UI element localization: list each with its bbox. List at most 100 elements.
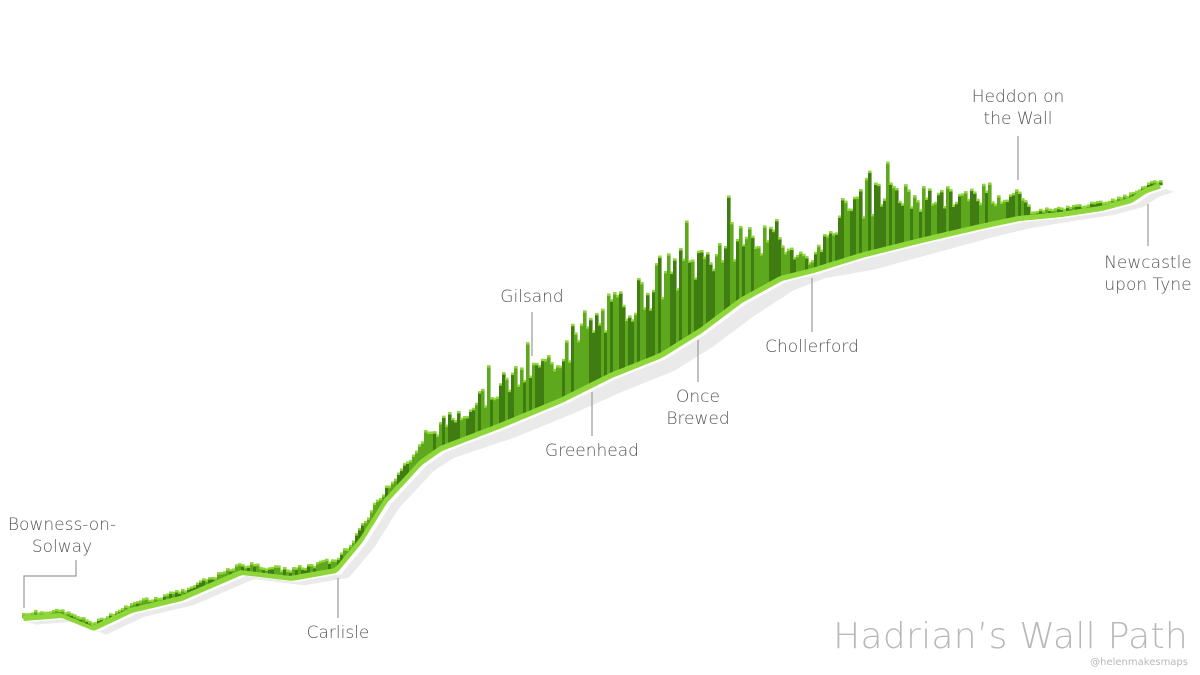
relief-column [187, 589, 191, 595]
relief-cap [379, 497, 383, 501]
relief-column [730, 223, 734, 308]
relief-cap [178, 591, 182, 594]
relief-cap [967, 198, 971, 202]
relief-cap [517, 384, 521, 387]
relief-cap [643, 307, 647, 310]
relief-column [1150, 182, 1154, 189]
relief-cap [157, 597, 161, 601]
relief-cap [652, 289, 656, 293]
relief-column [946, 187, 950, 234]
relief-cap [640, 281, 644, 285]
relief-column [700, 251, 704, 330]
relief-column [889, 183, 893, 248]
relief-cap [67, 611, 71, 614]
relief-column [937, 194, 941, 237]
relief-column [952, 205, 956, 233]
relief-cap [676, 288, 680, 291]
relief-cap [421, 441, 425, 444]
relief-cap [685, 220, 689, 223]
relief-cap [292, 566, 296, 570]
relief-column [562, 360, 566, 399]
relief-column [679, 249, 683, 344]
relief-cap [382, 494, 386, 497]
relief-column [604, 331, 608, 378]
relief-column [493, 399, 497, 428]
relief-cap [94, 621, 98, 625]
relief-column [805, 257, 809, 272]
relief-cap [211, 576, 215, 580]
relief-cap [1051, 209, 1055, 212]
relief-column [940, 191, 944, 236]
relief-cap [835, 232, 839, 235]
relief-column [445, 426, 449, 447]
relief-cap [457, 410, 461, 414]
relief-cap [781, 245, 785, 248]
relief-cap [1072, 204, 1076, 208]
relief-cap [1159, 180, 1163, 183]
relief-cap [1012, 192, 1016, 196]
relief-column [268, 568, 272, 576]
relief-column [418, 445, 422, 465]
bowness-label-line: Solway [32, 537, 92, 557]
relief-cap [1000, 201, 1004, 204]
map-title: Hadrian’s Wall Path [833, 616, 1188, 657]
relief-column [1159, 181, 1163, 186]
relief-column [220, 573, 224, 581]
relief-cap [1033, 211, 1037, 214]
relief-cap [343, 548, 347, 551]
relief-cap [667, 253, 671, 256]
relief-cap [49, 611, 53, 614]
relief-column [130, 604, 134, 610]
relief-column [283, 568, 287, 578]
relief-cap [391, 481, 395, 485]
relief-cap [193, 585, 197, 588]
relief-column [469, 410, 473, 437]
relief-column [373, 504, 377, 520]
relief-cap [598, 323, 602, 326]
relief-cap [1030, 211, 1034, 215]
relief-cap [688, 260, 692, 263]
relief-cap [823, 234, 827, 237]
relief-column [505, 379, 509, 423]
relief-cap [766, 240, 770, 243]
relief-cap [754, 246, 758, 249]
relief-column [721, 261, 725, 315]
relief-cap [634, 312, 638, 316]
relief-column [928, 189, 932, 239]
relief-column [139, 601, 143, 608]
relief-cap [859, 188, 863, 192]
relief-cap [466, 415, 470, 419]
relief-column [73, 615, 77, 621]
relief-cap [1144, 185, 1148, 189]
relief-cap [400, 468, 404, 472]
relief-cap [208, 577, 212, 580]
relief-cap [721, 260, 725, 263]
relief-cap [955, 201, 959, 205]
relief-cap [172, 591, 176, 595]
relief-column [568, 361, 572, 396]
relief-cap [535, 362, 539, 366]
relief-cap [706, 252, 710, 255]
relief-cap [1024, 200, 1028, 203]
relief-column [886, 163, 890, 249]
carlisle-label: Carlisle [307, 623, 370, 643]
relief-column [289, 571, 293, 578]
relief-cap [793, 256, 797, 260]
relief-column [1153, 181, 1157, 188]
relief-column [1129, 193, 1133, 201]
relief-cap [691, 259, 695, 262]
relief-column [475, 404, 479, 435]
relief-column [1123, 196, 1127, 202]
relief-cap [388, 485, 392, 489]
relief-column [238, 564, 242, 573]
relief-cap [460, 417, 464, 421]
relief-column [1096, 202, 1100, 209]
relief-column [709, 263, 713, 324]
relief-column [1111, 200, 1115, 206]
relief-cap [1138, 189, 1142, 192]
relief-column [364, 522, 368, 534]
relief-column [265, 569, 269, 575]
relief-cap [166, 593, 170, 597]
relief-column [61, 610, 65, 616]
relief-cap [58, 609, 62, 613]
